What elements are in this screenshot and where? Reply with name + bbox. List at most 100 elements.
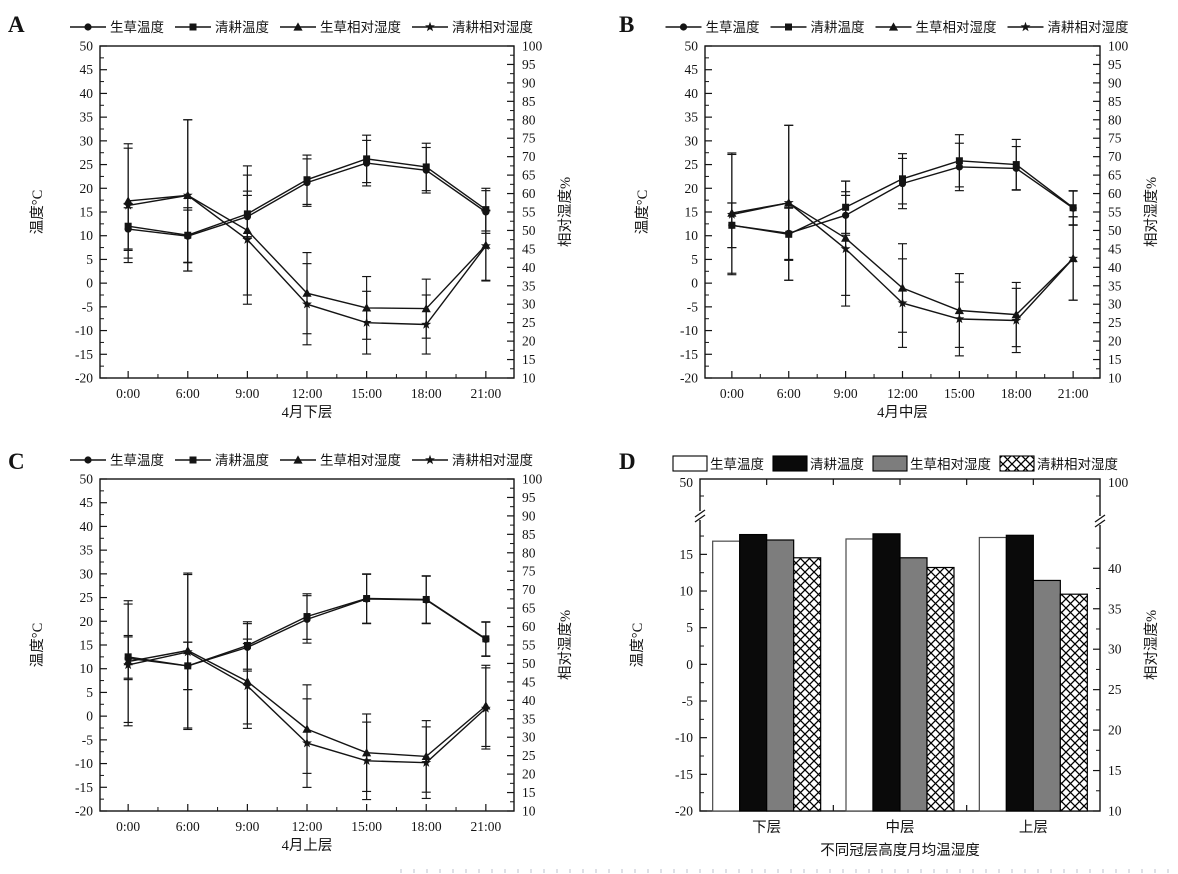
marker-star-icon xyxy=(421,319,432,329)
axis-break-icon xyxy=(694,514,706,523)
hum-tick-label: 35 xyxy=(522,711,536,726)
time-tick-label: 0:00 xyxy=(116,386,140,401)
temp-tick-label: 45 xyxy=(685,62,699,77)
marker-star-icon xyxy=(783,197,794,207)
temp-tick-label: 20 xyxy=(80,181,94,196)
bar-category-label: 上层 xyxy=(1019,819,1048,836)
temp-tick-label: 5 xyxy=(86,252,93,267)
marker-triangle-icon xyxy=(293,455,303,464)
marker-square-icon xyxy=(422,163,430,171)
hum-tick-label: 15 xyxy=(1108,352,1122,367)
temp-tick-label: 25 xyxy=(80,157,94,172)
marker-triangle-icon xyxy=(293,22,303,31)
marker-star-icon xyxy=(954,313,965,324)
hum-tick-label: 70 xyxy=(522,149,536,164)
bar xyxy=(845,538,874,812)
temp-tick-label: -15 xyxy=(675,767,693,782)
time-tick-label: 21:00 xyxy=(1058,386,1089,401)
temp-tick-label: 5 xyxy=(686,620,693,635)
marker-star-icon xyxy=(421,757,432,767)
temp-tick-label: 50 xyxy=(80,39,94,54)
temp-tick-label: 30 xyxy=(685,133,699,148)
hum-tick-label: 25 xyxy=(1108,682,1122,697)
panel-letter: B xyxy=(619,12,634,37)
marker-star-icon xyxy=(361,755,372,766)
marker-star-icon xyxy=(425,21,435,32)
marker-star-icon xyxy=(840,243,851,254)
axis-break-gap xyxy=(1097,516,1103,525)
legend-label: 生草温度 xyxy=(710,457,764,472)
legend-swatch xyxy=(772,455,808,472)
time-tick-label: 9:00 xyxy=(235,819,259,834)
legend-label: 清耕温度 xyxy=(215,452,269,468)
hum-tick-label: 85 xyxy=(1108,94,1122,109)
hum-axis-title: 相对湿度% xyxy=(1143,177,1160,247)
legend-swatch xyxy=(872,455,908,472)
hum-tick-label: 10 xyxy=(1108,804,1122,819)
hum-tick-label: 90 xyxy=(522,508,536,523)
line-chart-svg-C: C -20 -15 -10 -5 0 5 10 15 20 25 30 35 40 45 50 10 15 20 25… xyxy=(8,449,574,854)
hum-tick-label: 50 xyxy=(522,656,536,671)
temp-tick-label: 0 xyxy=(686,657,693,672)
marker-star-icon xyxy=(302,299,312,309)
hum-tick-label: 40 xyxy=(522,260,536,275)
marker-star-icon xyxy=(726,209,737,219)
marker-star-icon xyxy=(897,297,908,308)
temp-tick-label: -5 xyxy=(82,732,93,747)
hum-tick-label: 10 xyxy=(522,371,536,386)
bar xyxy=(926,566,955,812)
hum-tick-label: 45 xyxy=(522,241,536,256)
temp-tick-label: -15 xyxy=(75,780,93,795)
temp-tick-label: -20 xyxy=(680,371,698,386)
legend-label: 生草温度 xyxy=(110,453,164,468)
hum-tick-label: 100 xyxy=(1108,39,1129,54)
marker-star-icon xyxy=(361,317,372,327)
marker-circle-icon xyxy=(84,456,92,464)
time-tick-label: 21:00 xyxy=(470,819,501,834)
temp-tick-label: 10 xyxy=(80,661,94,676)
temp-axis-title: 温度°C xyxy=(629,623,646,667)
x-axis-title: 4月下层 xyxy=(282,405,333,421)
temp-tick-label: 15 xyxy=(80,205,94,220)
hum-tick-label: 20 xyxy=(522,334,536,349)
hum-tick-label: 50 xyxy=(1108,223,1122,238)
bar-category-label: 下层 xyxy=(752,820,781,836)
axis-break-icon xyxy=(1094,519,1106,528)
temp-tick-label: -20 xyxy=(75,371,93,386)
time-tick-label: 0:00 xyxy=(720,386,744,401)
bar xyxy=(1032,579,1061,812)
temp-top-tick-label: 50 xyxy=(680,475,694,490)
marker-circle-icon xyxy=(84,23,92,31)
marker-square-icon xyxy=(482,635,490,643)
temp-tick-label: 0 xyxy=(86,709,93,724)
temp-tick-label: 35 xyxy=(80,110,94,125)
marker-square-icon xyxy=(422,595,430,603)
hum-tick-label: 20 xyxy=(1108,334,1122,349)
legend-swatch xyxy=(999,455,1035,472)
hum-tick-label: 45 xyxy=(522,674,536,689)
hum-tick-label: 30 xyxy=(1108,642,1122,657)
hum-axis-title: 相对湿度% xyxy=(557,610,574,680)
time-tick-label: 0:00 xyxy=(116,819,140,834)
hum-tick-label: 40 xyxy=(1108,561,1122,576)
temp-axis-title: 温度°C xyxy=(29,190,46,234)
marker-star-icon xyxy=(1068,253,1079,263)
marker-star-icon xyxy=(480,703,491,713)
temp-tick-label: -5 xyxy=(687,299,698,314)
temp-tick-label: -10 xyxy=(675,730,693,745)
hum-tick-label: 70 xyxy=(1108,149,1122,164)
legend-label: 清耕温度 xyxy=(810,456,864,472)
time-tick-label: 15:00 xyxy=(351,819,382,834)
temp-tick-label: -5 xyxy=(682,694,693,709)
legend-label: 生草相对湿度 xyxy=(320,20,401,35)
temp-tick-label: -5 xyxy=(82,299,93,314)
marker-star-icon xyxy=(242,680,253,691)
marker-square-icon xyxy=(363,155,371,163)
temp-tick-label: 0 xyxy=(691,276,698,291)
legend-label: 生草相对湿度 xyxy=(916,20,997,35)
legend-label: 生草温度 xyxy=(110,20,164,35)
hum-tick-label: 25 xyxy=(522,315,536,330)
temp-tick-label: 30 xyxy=(80,133,94,148)
hum-tick-label: 80 xyxy=(522,112,536,127)
temp-tick-label: 40 xyxy=(80,86,94,101)
